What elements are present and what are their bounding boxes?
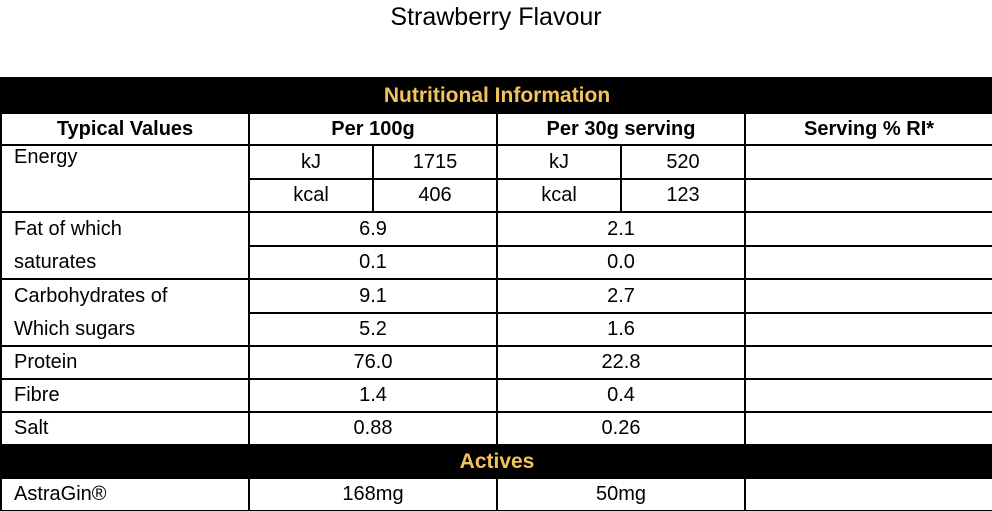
row-ri [743,245,992,280]
header-typical-values: Typical Values [0,112,250,146]
energy-kcal-unit-30: kcal [496,178,622,213]
row-ri [743,278,992,314]
row-label: saturates [0,246,250,280]
row-per100: 5.2 [248,312,498,347]
table-row: Protein 76.0 22.8 [0,345,992,380]
table-row: Salt 0.88 0.26 [0,411,992,446]
energy-kcal-per100: 406 [372,178,498,213]
row-label: Salt [0,411,250,446]
row-per30: 2.7 [496,278,746,314]
row-label: Fibre [0,378,250,413]
row-label: Which sugars [0,313,250,347]
active-per100: 168mg [248,477,498,511]
row-per30: 0.0 [496,245,746,280]
table-row: AstraGin® 168mg 50mg [0,477,992,511]
active-ri [743,477,992,511]
active-per30: 50mg [496,477,746,511]
energy-kj-row: Energy kJ 1715 kJ 520 [0,144,992,213]
energy-kj-unit-30: kJ [496,144,622,180]
actives-band-row: Actives [0,444,992,479]
row-label: Carbohydrates of [0,278,250,313]
row-per100: 6.9 [248,211,498,247]
row-ri [743,378,992,413]
energy-kcal-unit-100: kcal [248,178,374,213]
row-per100: 0.88 [248,411,498,446]
table-row: Carbohydrates of 9.1 2.7 [0,278,992,314]
row-ri [743,211,992,247]
row-per30: 2.1 [496,211,746,247]
energy-kj-unit-100: kJ [248,144,374,180]
row-per100: 9.1 [248,278,498,314]
row-per100: 76.0 [248,345,498,380]
row-per30: 1.6 [496,312,746,347]
row-per30: 22.8 [496,345,746,380]
row-per100: 0.1 [248,245,498,280]
row-per30: 0.26 [496,411,746,446]
energy-kcal-per30: 123 [620,178,746,213]
table-row: Which sugars 5.2 1.6 [0,312,992,347]
row-ri [743,411,992,446]
table-row: Fat of which 6.9 2.1 [0,211,992,247]
row-ri [743,312,992,347]
table-row: Fibre 1.4 0.4 [0,378,992,413]
energy-label: Energy [0,144,250,213]
energy-kj-per100: 1715 [372,144,498,180]
header-per-100g: Per 100g [248,112,498,146]
header-per-serving: Per 30g serving [496,112,746,146]
row-ri [743,345,992,380]
nutrition-band-row: Nutritional Information [0,77,992,114]
energy-kcal-ri [743,178,992,213]
nutrition-table: Nutritional Information Typical Values P… [0,77,992,511]
row-label: Fat of which [0,211,250,246]
header-row: Typical Values Per 100g Per 30g serving … [0,112,992,146]
energy-kj-ri [743,144,992,180]
header-serving-ri: Serving % RI* [743,112,992,146]
active-label: AstraGin® [0,477,250,511]
energy-kcal-row: kcal 406 kcal 123 [1,178,992,213]
energy-kj-per30: 520 [620,144,746,180]
table-row: saturates 0.1 0.0 [0,245,992,280]
row-per100: 1.4 [248,378,498,413]
nutrition-band-title: Nutritional Information [0,77,992,114]
row-per30: 0.4 [496,378,746,413]
page-title: Strawberry Flavour [390,3,602,31]
row-label: Protein [0,345,250,380]
actives-band-title: Actives [0,444,992,479]
